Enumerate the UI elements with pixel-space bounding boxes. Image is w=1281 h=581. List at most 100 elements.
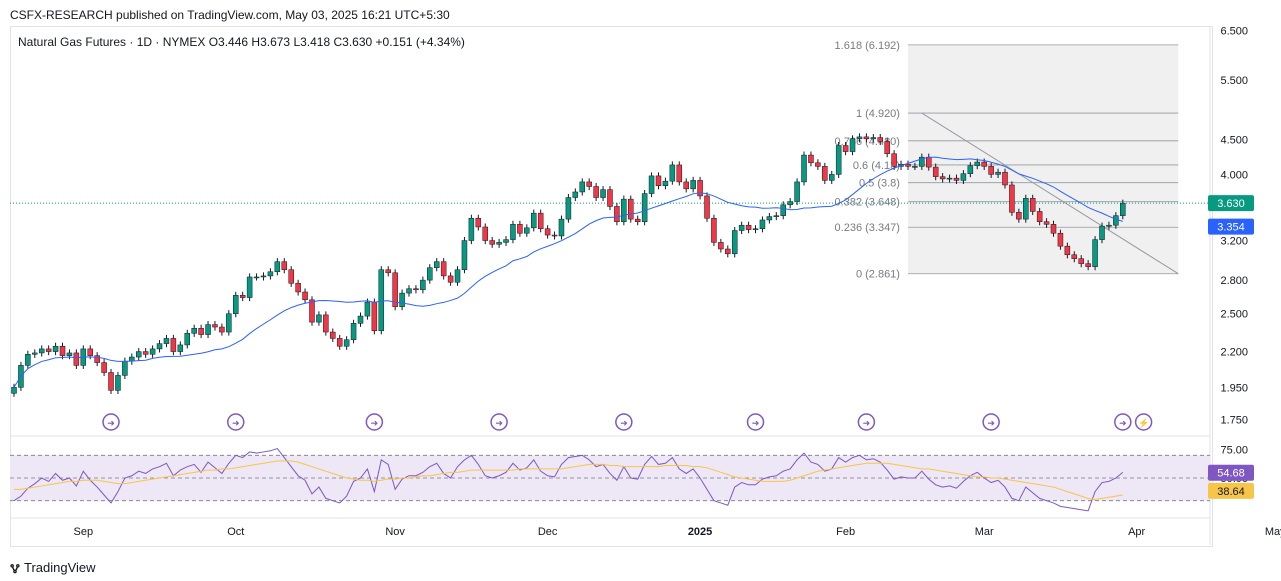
candle[interactable] xyxy=(288,269,294,284)
candle[interactable] xyxy=(32,352,38,355)
candle[interactable] xyxy=(745,224,752,230)
event-arrow-icon[interactable] xyxy=(102,413,120,431)
candle[interactable] xyxy=(212,324,218,328)
candle[interactable] xyxy=(1029,198,1036,212)
candle[interactable] xyxy=(427,267,433,281)
candle[interactable] xyxy=(558,218,565,237)
candle[interactable] xyxy=(524,227,530,234)
candle[interactable] xyxy=(600,189,606,198)
candle[interactable] xyxy=(828,174,835,181)
candle[interactable] xyxy=(350,323,357,340)
candle[interactable] xyxy=(704,195,710,219)
candle[interactable] xyxy=(420,279,426,291)
candle[interactable] xyxy=(544,228,551,236)
candle[interactable] xyxy=(669,164,676,182)
candle[interactable] xyxy=(877,137,883,142)
candle[interactable] xyxy=(392,272,398,307)
candle[interactable] xyxy=(198,328,204,335)
candle[interactable] xyxy=(960,173,967,181)
event-arrow-icon[interactable] xyxy=(615,413,633,431)
candle[interactable] xyxy=(912,166,918,168)
candle[interactable] xyxy=(718,242,724,250)
candle[interactable] xyxy=(316,314,322,323)
candle[interactable] xyxy=(94,355,100,363)
candle[interactable] xyxy=(468,217,475,241)
candle[interactable] xyxy=(690,180,696,190)
candle[interactable] xyxy=(177,344,184,352)
candle[interactable] xyxy=(246,276,253,298)
candle[interactable] xyxy=(233,295,239,314)
candle[interactable] xyxy=(787,201,793,206)
candle[interactable] xyxy=(738,224,745,231)
candle[interactable] xyxy=(108,372,114,391)
candle[interactable] xyxy=(11,387,17,394)
candle[interactable] xyxy=(593,186,599,198)
candle[interactable] xyxy=(939,176,946,180)
candle[interactable] xyxy=(510,224,516,240)
candle[interactable] xyxy=(1099,225,1105,240)
candle[interactable] xyxy=(260,275,267,278)
candle[interactable] xyxy=(205,324,211,335)
candle[interactable] xyxy=(323,314,329,333)
candle[interactable] xyxy=(357,315,364,324)
candle[interactable] xyxy=(725,248,731,255)
event-arrow-icon[interactable] xyxy=(982,413,1000,431)
candle[interactable] xyxy=(101,362,107,373)
candle[interactable] xyxy=(531,212,537,229)
candle[interactable] xyxy=(634,218,641,222)
candle[interactable] xyxy=(336,338,343,347)
candle[interactable] xyxy=(676,164,683,183)
event-arrow-icon[interactable] xyxy=(227,413,245,431)
candle[interactable] xyxy=(551,234,558,237)
candle[interactable] xyxy=(863,136,870,140)
candle[interactable] xyxy=(926,156,932,168)
candle[interactable] xyxy=(1071,254,1078,259)
candle[interactable] xyxy=(503,239,509,243)
candle[interactable] xyxy=(988,166,994,175)
candle[interactable] xyxy=(752,228,759,230)
event-arrow-icon[interactable] xyxy=(490,413,508,431)
candle[interactable] xyxy=(884,141,890,154)
candle[interactable] xyxy=(281,261,288,270)
candle[interactable] xyxy=(801,154,807,183)
candle[interactable] xyxy=(87,348,93,356)
candle[interactable] xyxy=(974,161,981,166)
candle[interactable] xyxy=(149,348,156,355)
candle[interactable] xyxy=(274,261,281,273)
candle[interactable] xyxy=(780,204,786,216)
candle[interactable] xyxy=(447,275,454,283)
candle[interactable] xyxy=(343,339,350,347)
candle[interactable] xyxy=(759,219,766,229)
candle[interactable] xyxy=(822,166,828,181)
candle[interactable] xyxy=(302,291,308,301)
candle[interactable] xyxy=(946,177,953,180)
event-arrow-icon[interactable] xyxy=(746,413,765,431)
candle[interactable] xyxy=(226,313,232,333)
candle[interactable] xyxy=(953,177,960,181)
candle[interactable] xyxy=(586,181,592,187)
candle[interactable] xyxy=(433,261,440,268)
candle[interactable] xyxy=(163,338,170,344)
candle[interactable] xyxy=(1016,212,1022,220)
candle[interactable] xyxy=(870,137,877,140)
candle[interactable] xyxy=(267,271,274,277)
event-arrow-icon[interactable] xyxy=(857,413,876,431)
candle[interactable] xyxy=(496,242,502,245)
candle[interactable] xyxy=(239,295,246,298)
candle[interactable] xyxy=(45,348,52,352)
event-arrow-icon[interactable] xyxy=(365,413,384,431)
candle[interactable] xyxy=(849,138,856,152)
candle[interactable] xyxy=(932,166,939,177)
candle[interactable] xyxy=(122,360,128,376)
candle[interactable] xyxy=(142,351,149,355)
candle[interactable] xyxy=(808,154,814,164)
candle[interactable] xyxy=(115,375,121,391)
candle[interactable] xyxy=(489,240,495,245)
candle[interactable] xyxy=(565,197,572,220)
candle[interactable] xyxy=(628,198,634,220)
candle[interactable] xyxy=(1057,232,1064,247)
candle[interactable] xyxy=(454,269,461,283)
candle[interactable] xyxy=(59,345,66,356)
candle[interactable] xyxy=(856,136,863,140)
footer-brand[interactable]: 🜉 TradingView xyxy=(10,555,96,580)
